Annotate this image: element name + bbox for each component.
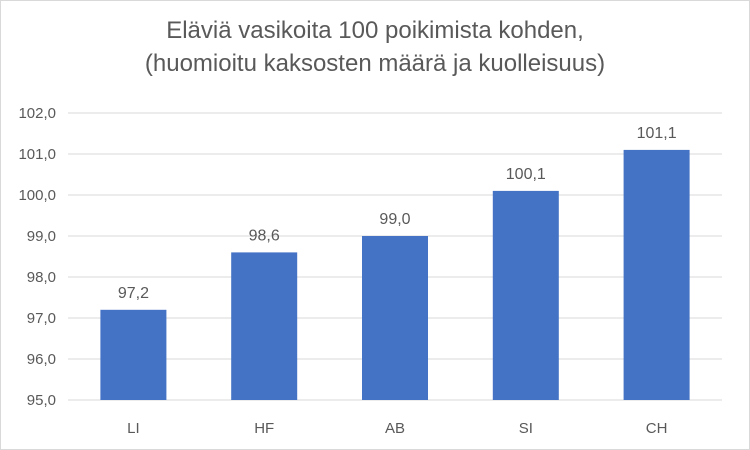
data-label: 97,2 (118, 285, 149, 302)
x-category-label: LI (127, 420, 140, 437)
bar (362, 236, 428, 400)
y-tick-label: 102,0 (18, 105, 56, 122)
y-tick-label: 96,0 (27, 351, 56, 368)
y-tick-label: 97,0 (27, 310, 56, 327)
x-category-label: HF (254, 420, 274, 437)
data-label: 99,0 (379, 211, 410, 228)
bar (100, 309, 167, 400)
chart-title: Eläviä vasikoita 100 poikimista kohden, … (0, 14, 750, 80)
y-tick-label: 95,0 (27, 392, 56, 409)
x-category-label: SI (519, 420, 533, 437)
bar (492, 190, 559, 400)
chart-title-line2: (huomioitu kaksosten määrä ja kuolleisuu… (144, 50, 606, 77)
x-category-label: CH (646, 420, 668, 437)
data-label: 98,6 (249, 227, 280, 244)
y-tick-label: 98,0 (27, 269, 56, 286)
data-label: 101,1 (637, 125, 677, 142)
y-tick-label: 99,0 (27, 228, 56, 245)
data-label: 100,1 (506, 166, 546, 183)
y-tick-label: 100,0 (18, 187, 56, 204)
y-tick-label: 101,0 (18, 146, 56, 163)
x-category-label: AB (385, 420, 405, 437)
bar (623, 149, 690, 400)
bar (231, 252, 298, 400)
chart-title-line1: Eläviä vasikoita 100 poikimista kohden, (166, 17, 584, 44)
